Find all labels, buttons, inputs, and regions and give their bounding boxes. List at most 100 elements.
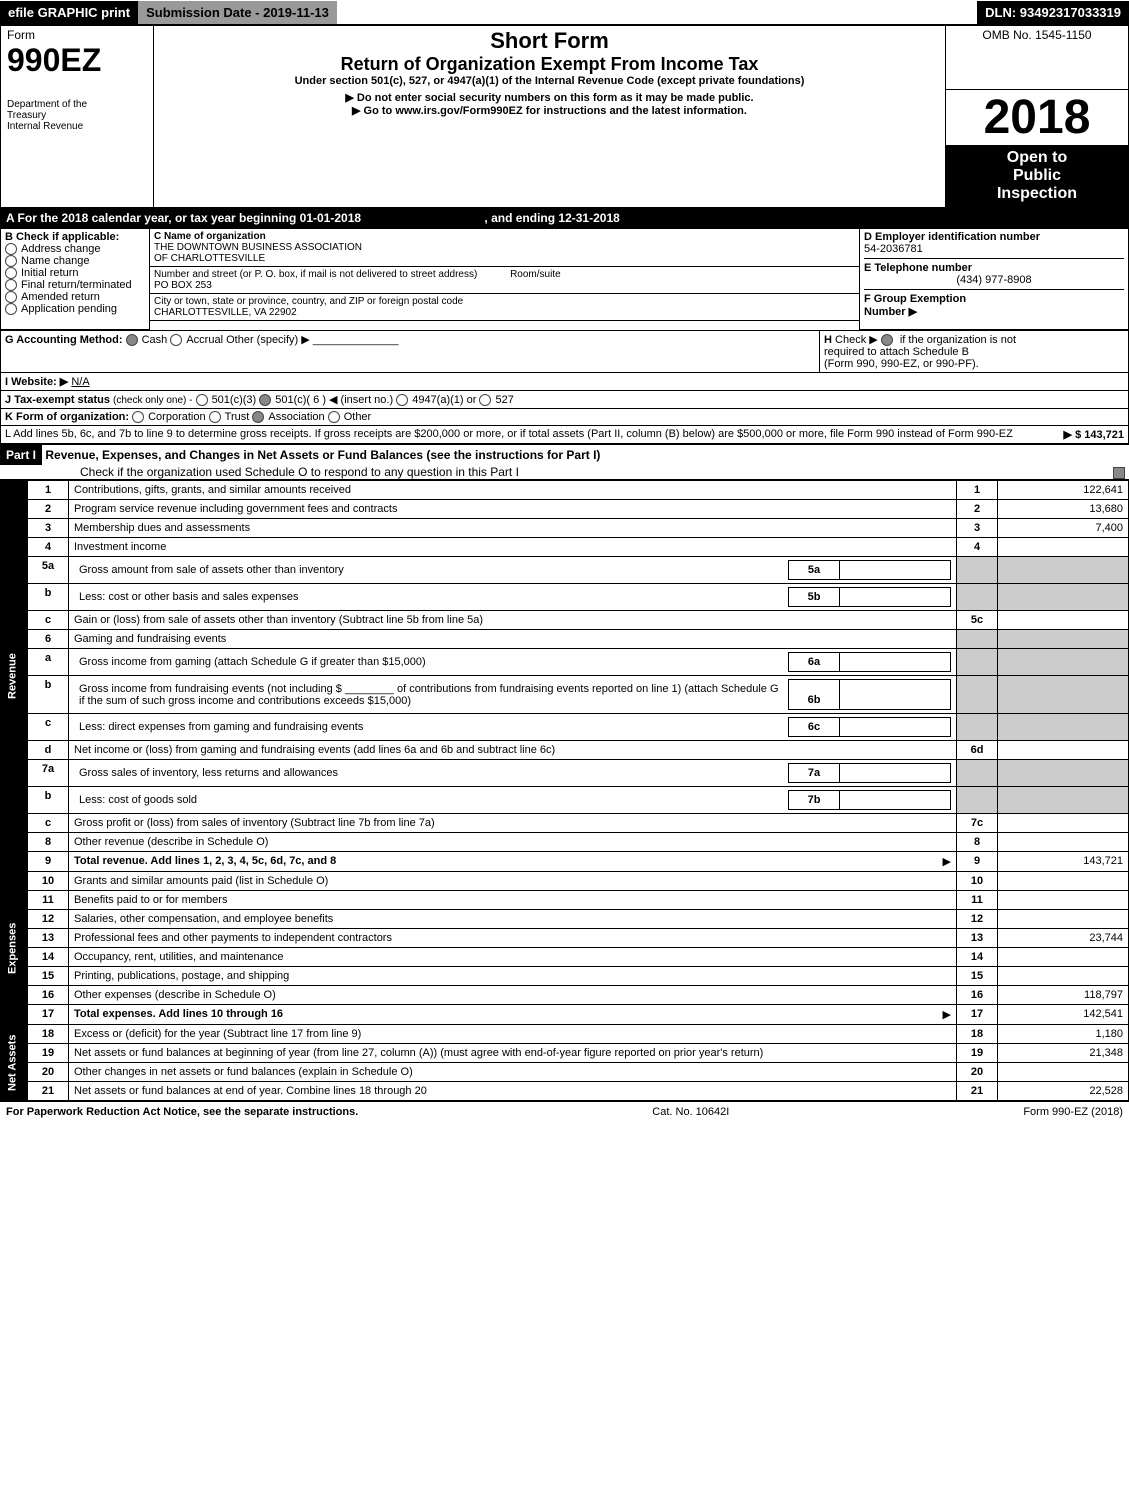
line-6d-desc: Net income or (loss) from gaming and fun… xyxy=(69,741,957,760)
efile-label[interactable]: efile GRAPHIC print xyxy=(0,1,138,24)
line-6b-desc: Gross income from fundraising events (no… xyxy=(69,676,957,714)
cb-501c[interactable]: 501(c)( 6 ) ◀ (insert no.) xyxy=(259,394,393,406)
line-2-val: 13,680 xyxy=(998,500,1129,519)
line-5b-ref xyxy=(957,584,998,611)
form-header: Form 990EZ Department of the Treasury In… xyxy=(0,25,1129,208)
lines-table: Revenue 1 Contributions, gifts, grants, … xyxy=(0,480,1129,1101)
cb-501c3[interactable]: 501(c)(3) xyxy=(196,394,257,406)
cb-corp[interactable]: Corporation xyxy=(132,411,205,423)
line-1-desc: Contributions, gifts, grants, and simila… xyxy=(69,481,957,500)
line-7c-desc: Gross profit or (loss) from sales of inv… xyxy=(69,814,957,833)
line-6-desc: Gaming and fundraising events xyxy=(69,630,957,649)
line-18-desc: Excess or (deficit) for the year (Subtra… xyxy=(69,1025,957,1044)
line-6d-ref: 6d xyxy=(957,741,998,760)
cb-assoc[interactable]: Association xyxy=(252,411,324,423)
city-value: CHARLOTTESVILLE, VA 22902 xyxy=(154,307,855,318)
tax-year: 2018 xyxy=(946,90,1128,145)
f-label: F Group Exemption Number ▶ xyxy=(864,289,1124,318)
line-4-num: 4 xyxy=(28,538,69,557)
line-8-desc: Other revenue (describe in Schedule O) xyxy=(69,833,957,852)
omb-number: OMB No. 1545-1150 xyxy=(952,28,1122,42)
line-7c-val xyxy=(998,814,1129,833)
line-9-desc: Total revenue. Add lines 1, 2, 3, 4, 5c,… xyxy=(69,852,957,872)
short-form-title: Short Form xyxy=(160,28,939,54)
line-6b-num: b xyxy=(28,676,69,714)
cb-initial-return[interactable]: Initial return xyxy=(5,267,145,279)
dept-2: Treasury xyxy=(7,110,147,121)
line-6d-num: d xyxy=(28,741,69,760)
h-text3: (Form 990, 990-EZ, or 990-PF). xyxy=(824,358,979,370)
line-19-desc: Net assets or fund balances at beginning… xyxy=(69,1044,957,1063)
cb-other-method[interactable]: Other (specify) ▶ ______________ xyxy=(226,334,398,346)
cb-application-pending[interactable]: Application pending xyxy=(5,303,145,315)
website-value: N/A xyxy=(71,376,89,388)
line-6-ref xyxy=(957,630,998,649)
line-16-val: 118,797 xyxy=(998,986,1129,1005)
line-15-desc: Printing, publications, postage, and shi… xyxy=(69,967,957,986)
cb-amended-return[interactable]: Amended return xyxy=(5,291,145,303)
line-8-ref: 8 xyxy=(957,833,998,852)
i-label: I Website: ▶ xyxy=(5,376,68,388)
line-6c-desc: Less: direct expenses from gaming and fu… xyxy=(69,714,957,741)
g-label: G Accounting Method: xyxy=(5,334,123,346)
line-10-val xyxy=(998,872,1129,891)
open-label: Open to xyxy=(950,149,1124,167)
line-4-desc: Investment income xyxy=(69,538,957,557)
submission-date: Submission Date - 2019-11-13 xyxy=(138,1,337,24)
line-12-desc: Salaries, other compensation, and employ… xyxy=(69,910,957,929)
line-8-num: 8 xyxy=(28,833,69,852)
line-1-val: 122,641 xyxy=(998,481,1129,500)
cb-name-change[interactable]: Name change xyxy=(5,255,145,267)
h-check[interactable]: Check ▶ xyxy=(835,334,878,346)
line-18-val: 1,180 xyxy=(998,1025,1129,1044)
goto-link[interactable]: ▶ Go to www.irs.gov/Form990EZ for instru… xyxy=(160,104,939,117)
line-7c-ref: 7c xyxy=(957,814,998,833)
period-ending: , and ending 12-31-2018 xyxy=(484,211,619,225)
line-21-ref: 21 xyxy=(957,1082,998,1101)
line-13-num: 13 xyxy=(28,929,69,948)
line-19-val: 21,348 xyxy=(998,1044,1129,1063)
revenue-side-label: Revenue xyxy=(1,481,28,872)
line-19-ref: 19 xyxy=(957,1044,998,1063)
l-text: L Add lines 5b, 6c, and 7b to line 9 to … xyxy=(5,428,1013,440)
org-name-1: THE DOWNTOWN BUSINESS ASSOCIATION xyxy=(154,242,855,253)
line-7b-desc: Less: cost of goods sold 7b xyxy=(69,787,957,814)
line-2-ref: 2 xyxy=(957,500,998,519)
line-6b-val xyxy=(998,676,1129,714)
line-8-val xyxy=(998,833,1129,852)
cb-cash[interactable]: Cash xyxy=(126,334,168,346)
org-name-2: OF CHARLOTTESVILLE xyxy=(154,253,855,264)
line-17-ref: 17 xyxy=(957,1005,998,1025)
line-17-desc: Total expenses. Add lines 10 through 16 … xyxy=(69,1005,957,1025)
line-5b-num: b xyxy=(28,584,69,611)
line-20-num: 20 xyxy=(28,1063,69,1082)
line-2-num: 2 xyxy=(28,500,69,519)
ghijkl-table: G Accounting Method: Cash Accrual Other … xyxy=(0,330,1129,444)
line-12-num: 12 xyxy=(28,910,69,929)
line-5a-ref xyxy=(957,557,998,584)
line-11-ref: 11 xyxy=(957,891,998,910)
line-16-desc: Other expenses (describe in Schedule O) xyxy=(69,986,957,1005)
line-14-ref: 14 xyxy=(957,948,998,967)
line-3-ref: 3 xyxy=(957,519,998,538)
c-label: C Name of organization xyxy=(154,231,855,242)
ein-value: 54-2036781 xyxy=(864,243,1124,255)
cb-other-org[interactable]: Other xyxy=(328,411,372,423)
line-7a-num: 7a xyxy=(28,760,69,787)
part-i-header: Part I Revenue, Expenses, and Changes in… xyxy=(0,444,1129,480)
dln-label: DLN: 93492317033319 xyxy=(977,1,1129,24)
cb-accrual[interactable]: Accrual xyxy=(170,334,223,346)
line-6a-num: a xyxy=(28,649,69,676)
cb-address-change[interactable]: Address change xyxy=(5,243,145,255)
cb-527[interactable]: 527 xyxy=(479,394,513,406)
period-a: A For the 2018 calendar year, or tax yea… xyxy=(6,211,361,225)
cb-final-return[interactable]: Final return/terminated xyxy=(5,279,145,291)
dept-3: Internal Revenue xyxy=(7,121,147,132)
line-4-ref: 4 xyxy=(957,538,998,557)
line-12-ref: 12 xyxy=(957,910,998,929)
line-20-ref: 20 xyxy=(957,1063,998,1082)
cb-4947[interactable]: 4947(a)(1) or xyxy=(396,394,476,406)
line-5c-ref: 5c xyxy=(957,611,998,630)
cb-trust[interactable]: Trust xyxy=(209,411,250,423)
l-amount: ▶ $ 143,721 xyxy=(1064,428,1124,441)
